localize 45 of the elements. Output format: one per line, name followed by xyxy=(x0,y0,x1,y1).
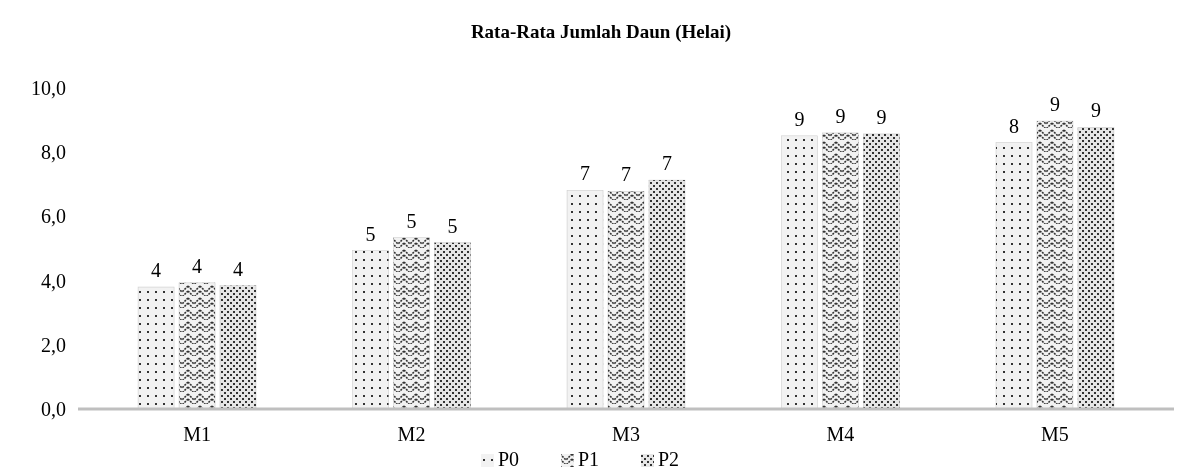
x-tick-label: M2 xyxy=(397,423,426,445)
x-tick-label: M1 xyxy=(183,423,211,445)
chart-title: Rata-Rata Jumlah Daun (Helai) xyxy=(470,21,732,43)
bar xyxy=(648,179,686,410)
data-label: 7 xyxy=(621,163,631,186)
data-label: 5 xyxy=(365,222,376,245)
legend-label: P0 xyxy=(498,448,520,470)
bar xyxy=(393,237,430,410)
data-label: 9 xyxy=(1049,93,1060,116)
y-tick-label: 8,0 xyxy=(41,141,66,164)
bar xyxy=(434,242,471,410)
data-label: 4 xyxy=(233,257,243,280)
data-label: 5 xyxy=(406,209,417,232)
bar xyxy=(566,190,604,410)
bar xyxy=(219,285,257,410)
bar xyxy=(178,282,216,410)
data-label: 7 xyxy=(580,162,591,185)
data-label: 5 xyxy=(447,214,458,237)
bar xyxy=(1036,120,1074,410)
data-label: 7 xyxy=(661,152,672,175)
bar xyxy=(995,142,1033,410)
x-tick-label: M3 xyxy=(612,423,640,445)
y-tick-label: 2,0 xyxy=(41,333,66,356)
data-label: 8 xyxy=(1009,114,1019,137)
y-tick-label: 4,0 xyxy=(41,269,66,292)
y-tick-label: 0,0 xyxy=(41,398,66,420)
x-tick-label: M4 xyxy=(826,423,855,445)
y-tick-label: 10,0 xyxy=(31,77,66,99)
legend-label: P2 xyxy=(658,448,680,470)
data-label: 9 xyxy=(876,105,887,128)
data-label: 9 xyxy=(835,104,846,127)
bar xyxy=(137,286,175,410)
data-label: 9 xyxy=(1090,99,1101,122)
data-label: 4 xyxy=(192,254,203,277)
bar xyxy=(352,250,389,410)
bar xyxy=(607,191,645,410)
bar xyxy=(863,133,900,410)
legend-label: P1 xyxy=(578,448,600,470)
bar xyxy=(781,135,818,410)
x-tick-label: M5 xyxy=(1041,423,1069,445)
data-label: 9 xyxy=(794,107,805,130)
bar xyxy=(822,132,859,410)
data-label: 4 xyxy=(151,259,162,282)
y-tick-label: 6,0 xyxy=(41,205,66,228)
bar xyxy=(1077,127,1115,410)
